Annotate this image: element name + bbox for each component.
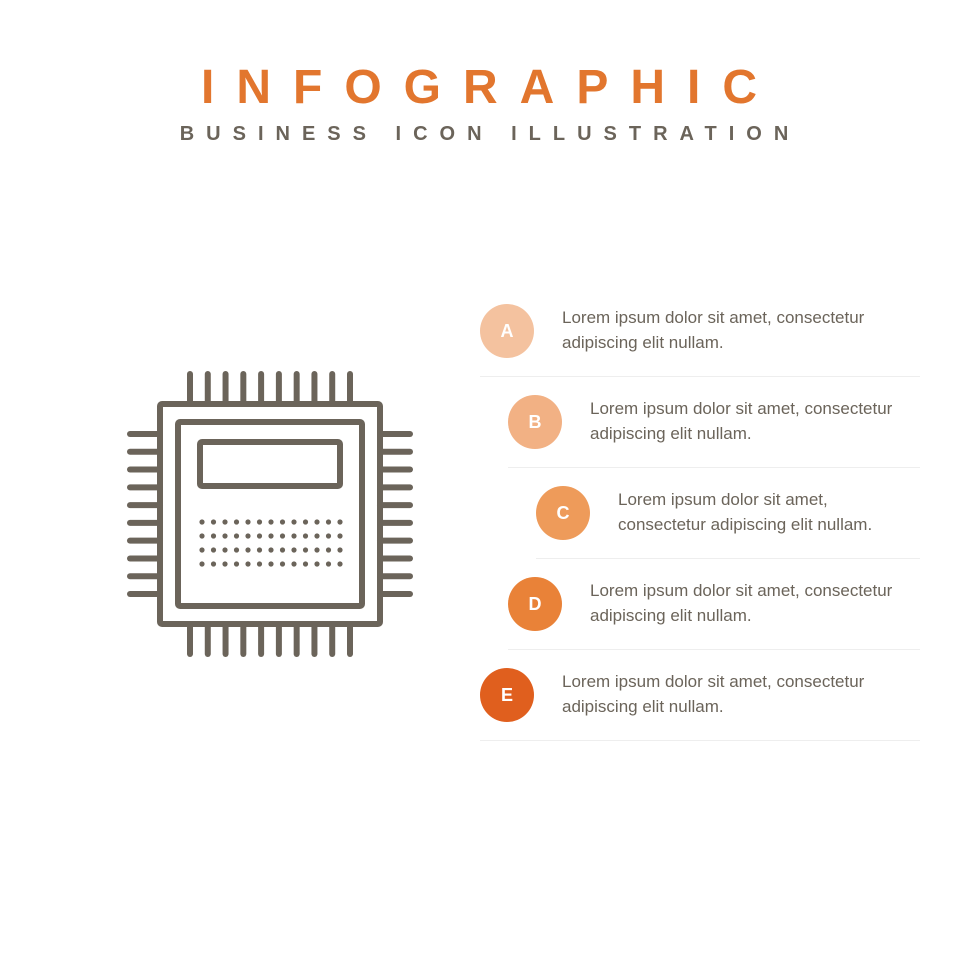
subtitle: BUSINESS ICON ILLUSTRATION <box>0 123 980 146</box>
main-title: INFOGRAPHIC <box>0 60 980 115</box>
list-item: D Lorem ipsum dolor sit amet, consectetu… <box>508 559 920 650</box>
chip-icon <box>80 324 460 704</box>
badge-c: C <box>536 486 590 540</box>
header: INFOGRAPHIC BUSINESS ICON ILLUSTRATION <box>0 0 980 146</box>
list-item: E Lorem ipsum dolor sit amet, consectetu… <box>480 650 920 741</box>
item-text: Lorem ipsum dolor sit amet, consectetur … <box>618 488 920 537</box>
item-text: Lorem ipsum dolor sit amet, consectetur … <box>590 397 920 446</box>
list-item: B Lorem ipsum dolor sit amet, consectetu… <box>508 377 920 468</box>
item-list: A Lorem ipsum dolor sit amet, consectetu… <box>460 286 920 741</box>
item-text: Lorem ipsum dolor sit amet, consectetur … <box>562 306 920 355</box>
item-text: Lorem ipsum dolor sit amet, consectetur … <box>590 579 920 628</box>
badge-a: A <box>480 304 534 358</box>
badge-e: E <box>480 668 534 722</box>
badge-b: B <box>508 395 562 449</box>
content-row: A Lorem ipsum dolor sit amet, consectetu… <box>0 286 980 741</box>
list-item: C Lorem ipsum dolor sit amet, consectetu… <box>536 468 920 559</box>
item-text: Lorem ipsum dolor sit amet, consectetur … <box>562 670 920 719</box>
badge-d: D <box>508 577 562 631</box>
list-item: A Lorem ipsum dolor sit amet, consectetu… <box>480 286 920 377</box>
